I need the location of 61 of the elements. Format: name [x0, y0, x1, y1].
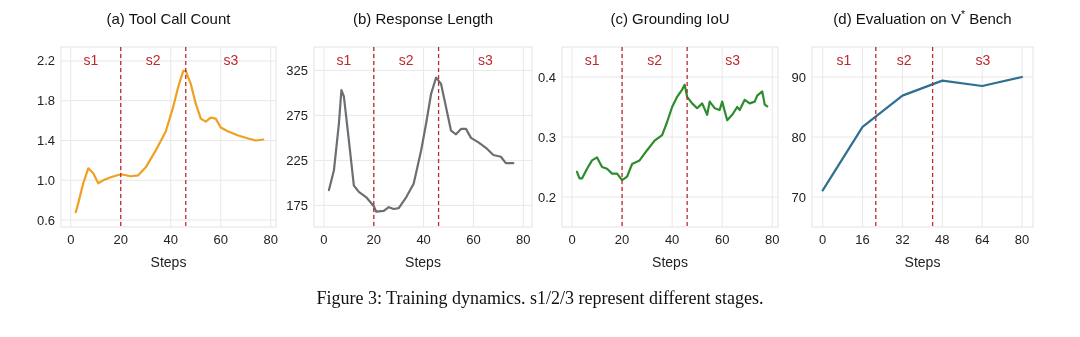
- y-tick-label: 0.6: [36, 212, 55, 228]
- annotation: s3: [725, 52, 741, 68]
- x-tick-label: 20: [113, 232, 128, 247]
- x-tick-label: 40: [416, 232, 431, 247]
- x-axis-title: Steps: [904, 254, 941, 270]
- x-tick-label: 48: [935, 232, 950, 247]
- x-tick-label: 0: [819, 232, 827, 247]
- annotation: s1: [336, 52, 352, 68]
- x-axis-title: Steps: [652, 254, 688, 270]
- x-tick-label: 60: [213, 232, 228, 247]
- annotation: s3: [477, 52, 493, 68]
- annotation: s2: [398, 52, 414, 68]
- x-tick-label: 20: [366, 232, 382, 247]
- x-tick-label: 0: [67, 232, 75, 247]
- line-series: [575, 83, 769, 182]
- y-tick-label: 0.3: [537, 129, 556, 145]
- y-tick-label: 90: [791, 69, 806, 85]
- x-tick-label: 80: [263, 232, 278, 247]
- x-tick-label: 80: [765, 232, 780, 247]
- y-tick-label: 175: [286, 197, 308, 213]
- y-tick-label: 225: [286, 152, 308, 168]
- y-tick-label: 325: [286, 62, 308, 78]
- x-axis-title: Steps: [150, 254, 187, 270]
- y-tick-label: 1.0: [36, 172, 55, 188]
- y-tick-label: 275: [286, 107, 308, 123]
- chart-title: (b) Response Length: [352, 10, 494, 27]
- chart-title: (d) Evaluation on V$^{*}$ Bench: [833, 8, 1012, 27]
- line-series: [327, 76, 515, 213]
- y-tick-label: 1.8: [36, 93, 55, 109]
- x-tick-label: 0: [568, 232, 576, 247]
- annotation: s2: [647, 52, 663, 68]
- annotation: s1: [83, 52, 99, 68]
- x-tick-label: 40: [664, 232, 680, 247]
- annotation: s3: [223, 52, 239, 68]
- line-series: [74, 69, 265, 214]
- x-tick-label: 80: [516, 232, 531, 247]
- y-tick-label: 70: [791, 189, 806, 205]
- annotation: s2: [145, 52, 161, 68]
- x-axis-title: Steps: [405, 254, 441, 270]
- x-tick-label: 0: [320, 232, 328, 247]
- line-series: [821, 75, 1024, 192]
- y-tick-label: 2.2: [36, 53, 55, 69]
- y-tick-label: 0.2: [537, 189, 556, 205]
- x-tick-label: 32: [895, 232, 910, 247]
- x-tick-label: 20: [614, 232, 630, 247]
- chart-title: (c) Grounding IoU: [610, 10, 730, 27]
- caption: Figure 3: Training dynamics. s1/2/3 represent different stages.: [316, 288, 764, 308]
- x-tick-label: 60: [714, 232, 730, 247]
- x-tick-label: 16: [855, 232, 870, 247]
- annotation: s1: [584, 52, 600, 68]
- y-tick-label: 80: [791, 129, 806, 145]
- x-tick-label: 60: [466, 232, 481, 247]
- y-tick-label: 0.4: [537, 69, 556, 85]
- annotation: s1: [836, 52, 852, 68]
- y-tick-label: 1.4: [36, 132, 55, 148]
- x-tick-label: 40: [163, 232, 178, 247]
- chart-title: (a) Tool Call Count: [106, 10, 232, 27]
- annotation: s3: [975, 52, 991, 68]
- x-tick-label: 64: [974, 232, 990, 247]
- annotation: s2: [896, 52, 912, 68]
- x-tick-label: 80: [1014, 232, 1030, 247]
